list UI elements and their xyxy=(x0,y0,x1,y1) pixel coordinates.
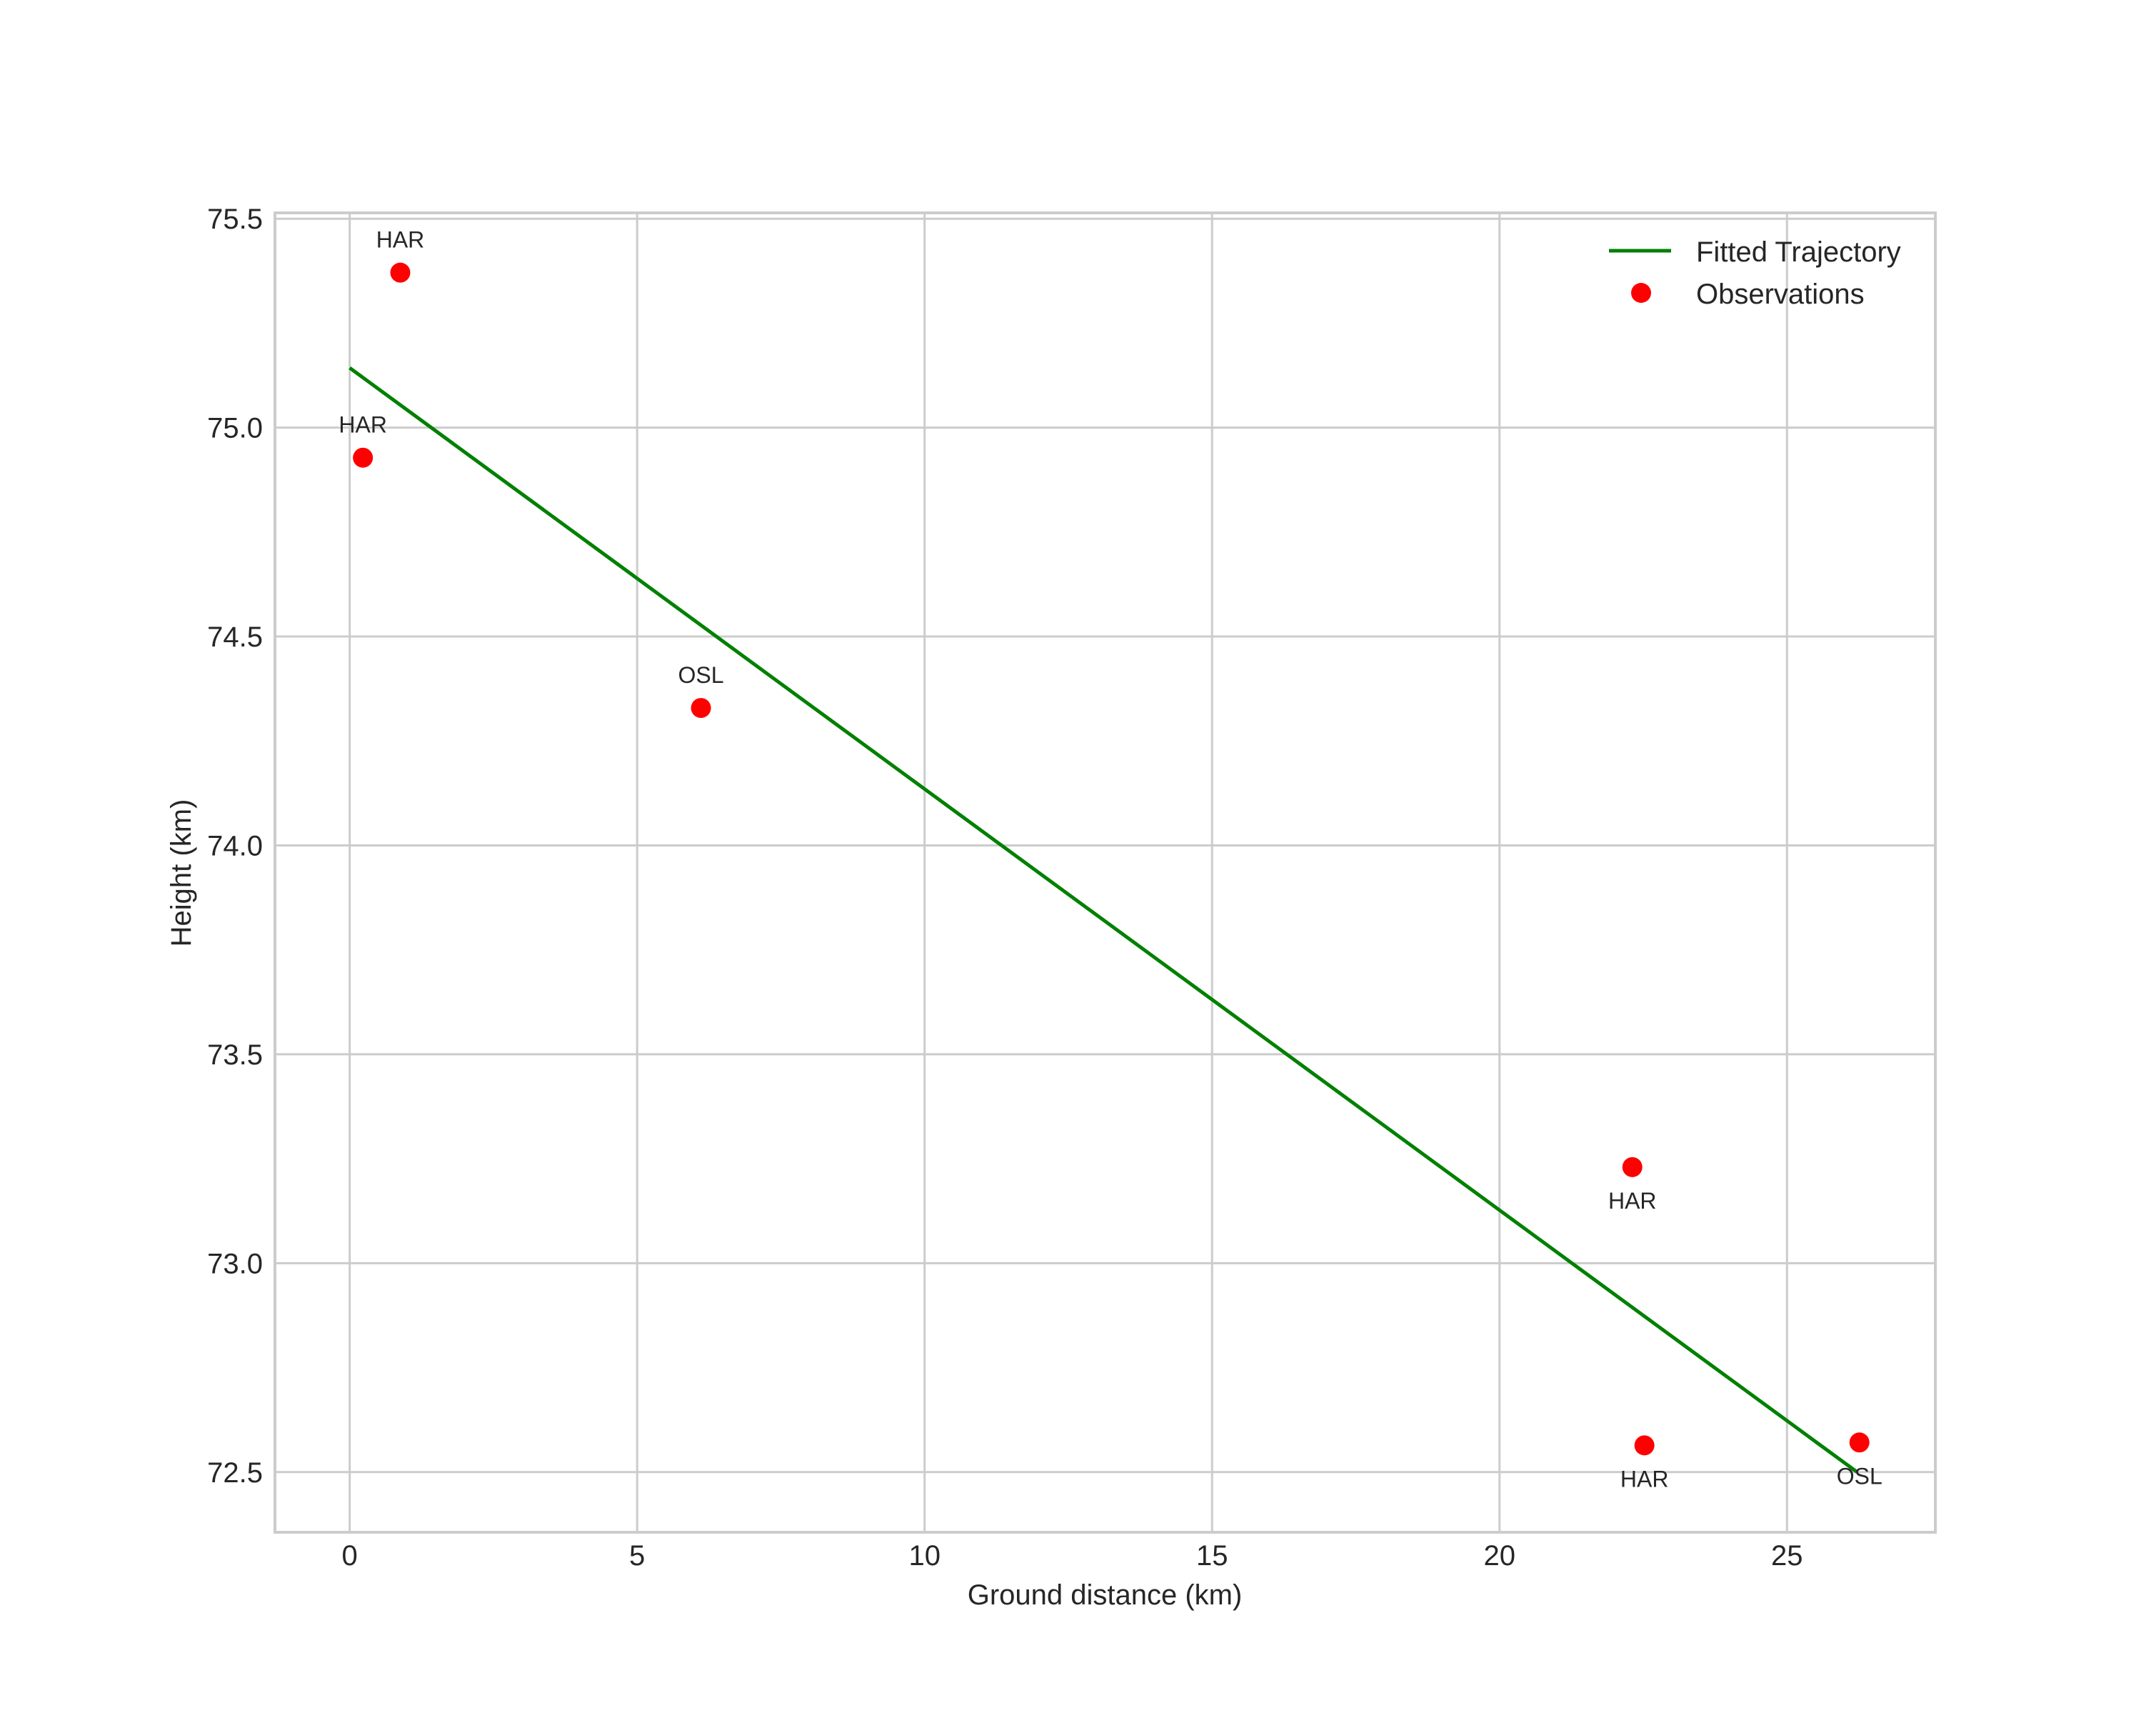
station-label: OSL xyxy=(678,662,724,688)
station-label: HAR xyxy=(1608,1188,1657,1214)
gridlines xyxy=(275,213,1935,1532)
station-label: HAR xyxy=(376,227,425,253)
observation-point xyxy=(353,447,373,468)
y-axis-label: Height (km) xyxy=(166,799,197,947)
x-tick-label: 25 xyxy=(1771,1540,1803,1572)
y-tick-label: 74.0 xyxy=(207,830,263,861)
x-tick-label: 5 xyxy=(629,1540,645,1572)
plot-series xyxy=(349,262,1870,1474)
observation-point xyxy=(1849,1432,1870,1453)
observation-point xyxy=(1622,1157,1643,1177)
point-annotations: HAR HAR OSL HAR HAR OSL xyxy=(339,227,1882,1492)
station-label: HAR xyxy=(339,412,387,438)
observation-point xyxy=(390,262,411,283)
fitted-trajectory-line xyxy=(349,366,1858,1474)
observation-point xyxy=(691,698,711,719)
legend-label-observations: Observations xyxy=(1696,279,1865,310)
y-axis-ticks: 72.5 73.0 73.5 74.0 74.5 75.0 75.5 xyxy=(207,204,263,1489)
x-tick-label: 20 xyxy=(1484,1540,1516,1572)
legend-label-fitted-trajectory: Fitted Trajectory xyxy=(1696,236,1901,268)
y-tick-label: 75.5 xyxy=(207,204,263,235)
x-tick-label: 0 xyxy=(342,1540,358,1572)
y-tick-label: 72.5 xyxy=(207,1457,263,1489)
legend-marker-icon xyxy=(1631,283,1651,303)
x-tick-label: 10 xyxy=(908,1540,941,1572)
y-tick-label: 75.0 xyxy=(207,413,263,444)
legend: Fitted Trajectory Observations xyxy=(1609,236,1901,310)
x-tick-label: 15 xyxy=(1196,1540,1228,1572)
x-axis-label: Ground distance (km) xyxy=(968,1579,1243,1611)
y-tick-label: 74.5 xyxy=(207,621,263,653)
station-label: OSL xyxy=(1837,1463,1882,1489)
x-axis-ticks: 0 5 10 15 20 25 xyxy=(342,1540,1803,1572)
plot-frame xyxy=(274,211,1937,1534)
y-tick-label: 73.5 xyxy=(207,1039,263,1071)
y-tick-label: 73.0 xyxy=(207,1248,263,1279)
observation-point xyxy=(1634,1435,1655,1456)
station-label: HAR xyxy=(1620,1466,1669,1492)
